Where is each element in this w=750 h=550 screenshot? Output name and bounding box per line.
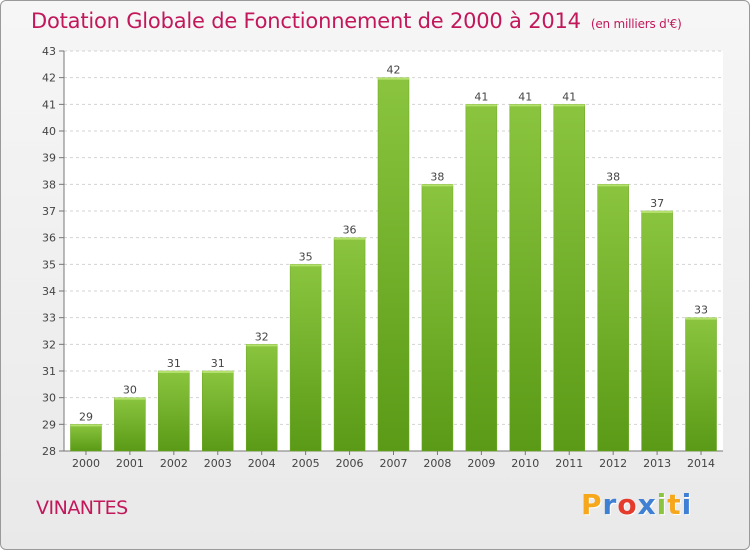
bar [641,210,673,452]
bar-value-label: 41 [474,90,488,103]
x-tick-label: 2009 [467,457,495,470]
x-tick-label: 2004 [248,457,276,470]
x-tick-label: 2000 [72,457,100,470]
bar-highlight [597,184,629,187]
logo-letter: i [681,488,693,521]
x-tick-label: 2008 [423,457,451,470]
bar-highlight [202,371,234,373]
x-tick-label: 2006 [336,457,364,470]
bar-value-label: 35 [299,250,313,263]
bar-highlight [553,104,585,107]
proxiti-logo: Proxiti [581,488,692,521]
y-tick-label: 34 [42,285,56,298]
bar-highlight [290,264,322,267]
bar-highlight [114,397,146,400]
bar [421,184,454,452]
y-tick-label: 43 [42,45,56,58]
logo-letter: x [637,488,657,521]
x-tick-label: 2010 [511,457,539,470]
y-tick-label: 28 [42,445,56,458]
y-tick-label: 29 [42,418,56,431]
y-tick-label: 31 [42,365,56,378]
y-tick-label: 40 [42,125,56,138]
y-tick-label: 38 [42,178,56,191]
logo-letter: i [656,488,668,521]
logo-letter: P [581,488,603,521]
y-tick-label: 30 [42,392,56,405]
title-text: Dotation Globale de Fonctionnement de 20… [31,9,581,33]
bar-highlight [246,344,278,347]
y-tick-label: 33 [42,312,56,325]
bar-value-label: 37 [650,197,664,210]
y-tick-label: 42 [42,72,56,85]
bar [114,397,146,452]
x-tick-label: 2013 [643,457,671,470]
x-tick-label: 2005 [292,457,320,470]
bar-value-label: 31 [167,357,181,370]
bar [685,317,717,452]
y-tick-label: 32 [42,338,56,351]
bar [465,104,498,452]
bar-highlight [378,77,409,80]
bar-value-label: 42 [387,64,401,77]
bar-highlight [685,317,717,320]
bar-highlight [465,104,497,107]
bar-highlight [641,211,673,213]
bar [158,370,190,452]
x-tick-label: 2001 [116,457,144,470]
title-unit: (en milliers d'€) [590,17,682,31]
bar-highlight [70,424,102,427]
y-tick-label: 37 [42,205,56,218]
y-tick-label: 39 [42,152,56,165]
bar-value-label: 41 [518,90,532,103]
logo-letter: o [617,488,638,521]
x-tick-label: 2011 [555,457,583,470]
logo-letter: r [602,488,618,521]
y-tick-label: 35 [42,258,56,271]
bar-value-label: 38 [430,170,444,183]
x-tick-label: 2002 [160,457,188,470]
bar-highlight [509,104,541,107]
bar [509,104,542,452]
bar-value-label: 29 [79,410,93,423]
bar [553,104,585,452]
x-tick-label: 2003 [204,457,232,470]
commune-name: VINANTES [36,497,128,519]
bar-value-label: 31 [211,357,225,370]
bar [245,344,278,452]
bar [333,237,366,452]
bar-highlight [421,184,453,187]
y-tick-label: 36 [42,232,56,245]
bar-highlight [334,237,366,240]
logo-letter: t [667,488,682,521]
bar-value-label: 36 [343,224,357,237]
bar-value-label: 38 [606,170,620,183]
bar [597,184,629,452]
x-tick-label: 2012 [599,457,627,470]
bar [202,370,234,452]
bar-value-label: 30 [123,384,137,397]
bar-value-label: 32 [255,330,269,343]
bar [289,264,322,452]
bar [70,424,102,452]
x-tick-label: 2014 [687,457,715,470]
x-tick-label: 2007 [380,457,408,470]
bar [377,77,410,452]
y-tick-label: 41 [42,98,56,111]
bar-value-label: 41 [562,90,576,103]
chart-title: Dotation Globale de Fonctionnement de 20… [31,9,682,33]
bar-highlight [158,371,190,373]
bar-value-label: 33 [694,304,708,317]
